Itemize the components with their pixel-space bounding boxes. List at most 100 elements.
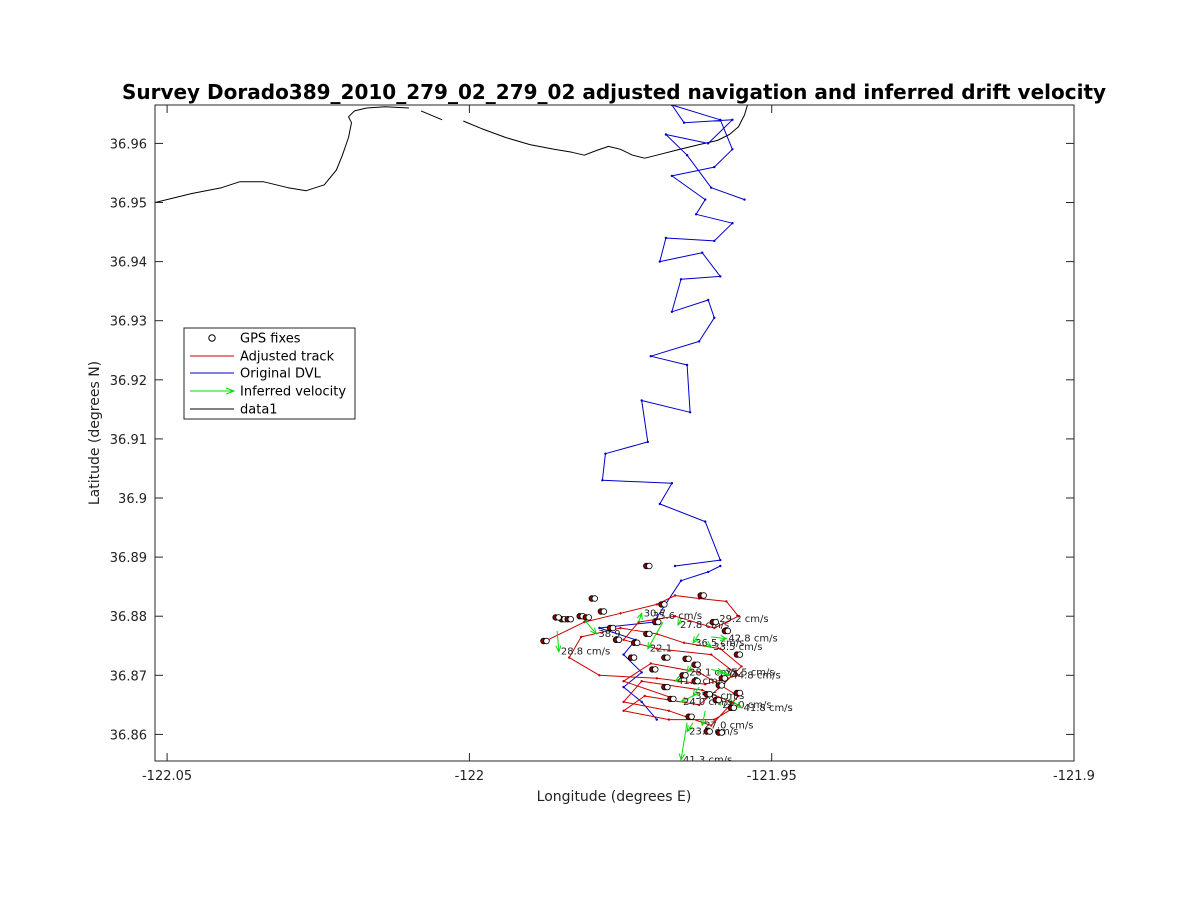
adjusted-vertex: [719, 647, 722, 650]
velocity-shaft: [692, 633, 700, 644]
velocity-shaft: [686, 722, 694, 732]
velocity-label: 41.8 cm/s: [744, 703, 793, 714]
gps-fix-point: [627, 654, 638, 661]
gps-fix-marker: [555, 614, 562, 621]
gps-fix-marker: [718, 729, 725, 736]
velocity-arrowhead: [555, 645, 562, 653]
velocity-arrowhead: [647, 642, 654, 650]
adjusted-vertex: [740, 665, 743, 668]
velocity-arrowhead: [692, 636, 699, 644]
dvl-vertex: [664, 133, 668, 136]
adjusted-vertex: [619, 612, 622, 615]
y-tick-label: 36.91: [110, 433, 147, 448]
velocity-label: 27.8 cm/s: [680, 620, 729, 631]
velocity-label: 27.0 cm/s: [704, 721, 753, 732]
x-axis-label: Longitude (degrees E): [537, 789, 692, 805]
dvl-vertex: [640, 700, 643, 704]
velocity-arrow: 22.1: [647, 621, 672, 655]
velocity-arrowhead: [590, 627, 598, 635]
adjusted-vertex: [704, 683, 707, 686]
gps-fix-point: [709, 618, 719, 626]
velocity-label: 30.7: [644, 608, 666, 619]
dvl-vertex: [713, 239, 716, 243]
dvl-vertex: [707, 298, 710, 302]
dvl-vertex: [701, 251, 704, 254]
velocity-label: 44.8 cm/s: [731, 670, 780, 681]
gps-fix-point: [643, 562, 653, 570]
dvl-vertex: [601, 479, 604, 482]
adjusted-vertex: [598, 674, 601, 677]
dvl-track-layer: [598, 105, 746, 721]
dvl-vertex: [670, 482, 674, 485]
adjusted-vertex: [619, 626, 622, 630]
gps-fix-point: [685, 713, 695, 720]
velocity-label: 38.9: [598, 629, 620, 640]
dvl-vertex: [622, 653, 625, 656]
plot-area: 28.8 cm/s38.930.735.6 cm/s22.127.8 cm/s2…: [155, 105, 793, 761]
gps-fix-marker: [715, 696, 722, 704]
dvl-vertex: [664, 236, 668, 240]
velocity-shaft: [647, 621, 664, 649]
velocity-label: 36.5 cm/s: [695, 638, 744, 649]
legend-data1: data1: [240, 403, 278, 418]
y-tick-label: 36.92: [110, 374, 147, 389]
adjusted-vertex: [701, 688, 704, 692]
velocity-arrowhead: [677, 618, 684, 627]
gps-fix-marker: [736, 651, 744, 658]
dvl-vertex: [731, 148, 734, 151]
y-tick-label: 36.96: [110, 137, 147, 152]
dvl-vertex: [649, 355, 652, 358]
gps-fix-point: [582, 614, 592, 621]
velocity-arrowhead: [719, 634, 728, 642]
dvl-vertex: [622, 685, 625, 689]
gps-fix-marker: [712, 618, 719, 626]
gps-fix-point: [564, 616, 574, 623]
dvl-vertex: [679, 579, 683, 582]
gps-fix-point: [552, 614, 562, 621]
velocity-arrow: 42.8 cm/s: [711, 634, 778, 645]
adjusted-vertex: [725, 600, 728, 603]
velocity-arrowhead: [686, 724, 693, 733]
adjusted-vertex: [583, 620, 586, 624]
gps-fix-marker: [634, 639, 641, 646]
coast-line-1: [420, 110, 443, 121]
y-tick-label: 36.94: [110, 256, 147, 271]
gps-fix-point: [721, 627, 732, 635]
velocity-label: 35.5 cm/s: [725, 667, 774, 678]
y-axis-ticks: 36.86 36.87 36.88 36.89 36.9 36.91 36.92 36.93 3…: [110, 137, 1074, 743]
velocity-arrowhead: [636, 612, 643, 620]
dvl-vertex: [682, 121, 686, 124]
velocity-label: 35.6 cm/s: [695, 691, 744, 702]
velocity-arrow: 36.5 cm/s: [692, 633, 744, 649]
velocity-label: 41.5 cm/s: [677, 676, 726, 687]
gps-fix-point: [715, 729, 725, 736]
dvl-vertex: [731, 118, 734, 122]
dvl-vertex: [713, 316, 716, 319]
velocity-shaft: [680, 722, 688, 760]
gps-fix-marker: [688, 713, 695, 720]
velocity-arrowhead: [704, 641, 713, 648]
adjusted-vertex: [673, 594, 677, 597]
adjusted-vertex: [737, 674, 740, 677]
gps-fix-point: [715, 682, 725, 689]
velocity-arrow: 24.0 cm/s: [679, 692, 732, 708]
velocity-label: 22.1: [650, 644, 672, 655]
velocity-label: 42.8 cm/s: [728, 634, 777, 645]
gps-fix-marker: [646, 630, 653, 638]
gps-fix-marker: [718, 682, 725, 689]
gps-fix-marker: [567, 616, 574, 623]
velocity-arrow: 35.6 cm/s: [653, 611, 702, 622]
gps-fix-marker: [685, 655, 692, 662]
gps-fix-marker: [585, 614, 592, 621]
gps-fixes-layer: [540, 562, 744, 736]
gps-fix-point: [661, 654, 671, 661]
gps-fix-marker: [736, 689, 744, 697]
adjusted-vertex: [682, 641, 686, 644]
y-tick-label: 36.87: [110, 669, 147, 684]
velocity-label: 23.3 cm/s: [689, 727, 738, 738]
adjusted-vertex: [655, 603, 658, 606]
dvl-vertex: [707, 142, 710, 145]
velocity-arrowhead: [679, 696, 688, 703]
dvl-vertex: [719, 275, 722, 278]
